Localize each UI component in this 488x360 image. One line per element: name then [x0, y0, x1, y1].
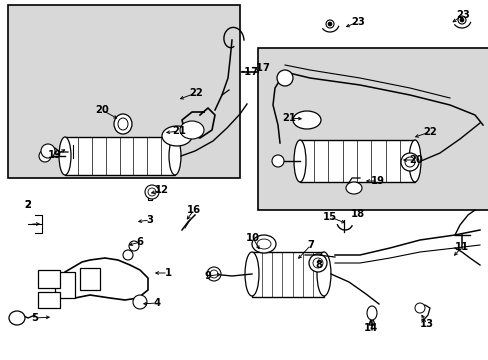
Ellipse shape — [293, 140, 305, 182]
Bar — [8, 5, 240, 178]
Ellipse shape — [292, 111, 320, 129]
Ellipse shape — [162, 126, 192, 146]
Ellipse shape — [325, 20, 333, 28]
Ellipse shape — [312, 258, 323, 268]
Ellipse shape — [114, 114, 132, 134]
Ellipse shape — [133, 295, 147, 309]
Ellipse shape — [308, 254, 326, 272]
Ellipse shape — [39, 150, 51, 162]
Text: 11: 11 — [454, 242, 468, 252]
Text: 19: 19 — [48, 150, 62, 160]
Ellipse shape — [257, 239, 270, 249]
Text: 14: 14 — [363, 323, 377, 333]
Ellipse shape — [59, 137, 71, 175]
Ellipse shape — [9, 311, 25, 325]
Ellipse shape — [457, 16, 465, 24]
Ellipse shape — [180, 121, 203, 139]
Text: 20: 20 — [95, 105, 109, 115]
Ellipse shape — [148, 188, 156, 196]
Text: 15: 15 — [322, 212, 336, 222]
Text: 9: 9 — [204, 271, 211, 281]
Bar — [38, 292, 60, 308]
Text: 23: 23 — [350, 17, 364, 27]
Ellipse shape — [408, 140, 420, 182]
Text: 16: 16 — [186, 205, 201, 215]
Ellipse shape — [366, 306, 376, 320]
Bar — [258, 48, 488, 210]
Text: 3: 3 — [146, 215, 153, 225]
Ellipse shape — [118, 118, 128, 130]
Text: 22: 22 — [422, 127, 436, 137]
Text: 2: 2 — [24, 200, 31, 210]
Text: 8: 8 — [315, 260, 322, 270]
Bar — [65, 137, 175, 175]
Text: 19: 19 — [370, 176, 384, 186]
Text: 10: 10 — [245, 233, 260, 243]
Ellipse shape — [251, 235, 275, 253]
Ellipse shape — [316, 252, 330, 296]
Text: 5: 5 — [31, 313, 39, 323]
Text: 7: 7 — [307, 240, 314, 250]
Ellipse shape — [271, 155, 284, 167]
Ellipse shape — [169, 137, 181, 175]
Ellipse shape — [404, 157, 414, 167]
Ellipse shape — [129, 241, 139, 251]
Bar — [299, 140, 414, 182]
Ellipse shape — [123, 250, 133, 260]
Text: 12: 12 — [155, 185, 169, 195]
Text: 6: 6 — [136, 237, 143, 247]
Bar — [38, 270, 60, 288]
Ellipse shape — [400, 153, 418, 171]
Ellipse shape — [244, 252, 259, 296]
Text: 20: 20 — [408, 155, 422, 165]
Text: 23: 23 — [455, 10, 469, 20]
Ellipse shape — [346, 182, 361, 194]
Bar — [80, 268, 100, 290]
Ellipse shape — [41, 144, 55, 158]
Bar — [251, 252, 324, 297]
Text: 21: 21 — [172, 126, 185, 136]
Ellipse shape — [414, 303, 424, 313]
Ellipse shape — [327, 22, 331, 26]
Ellipse shape — [145, 185, 159, 199]
Text: 18: 18 — [350, 209, 365, 219]
Text: 22: 22 — [189, 88, 203, 98]
Bar — [55, 272, 75, 298]
Text: 21: 21 — [282, 113, 295, 123]
Text: –17: –17 — [251, 63, 270, 73]
Text: 2: 2 — [24, 200, 31, 210]
Ellipse shape — [206, 267, 221, 281]
Text: 1: 1 — [164, 268, 171, 278]
Ellipse shape — [276, 70, 292, 86]
Ellipse shape — [459, 18, 463, 22]
Text: 13: 13 — [419, 319, 433, 329]
Ellipse shape — [209, 270, 218, 278]
Text: 4: 4 — [153, 298, 160, 308]
Text: -17: -17 — [241, 67, 259, 77]
